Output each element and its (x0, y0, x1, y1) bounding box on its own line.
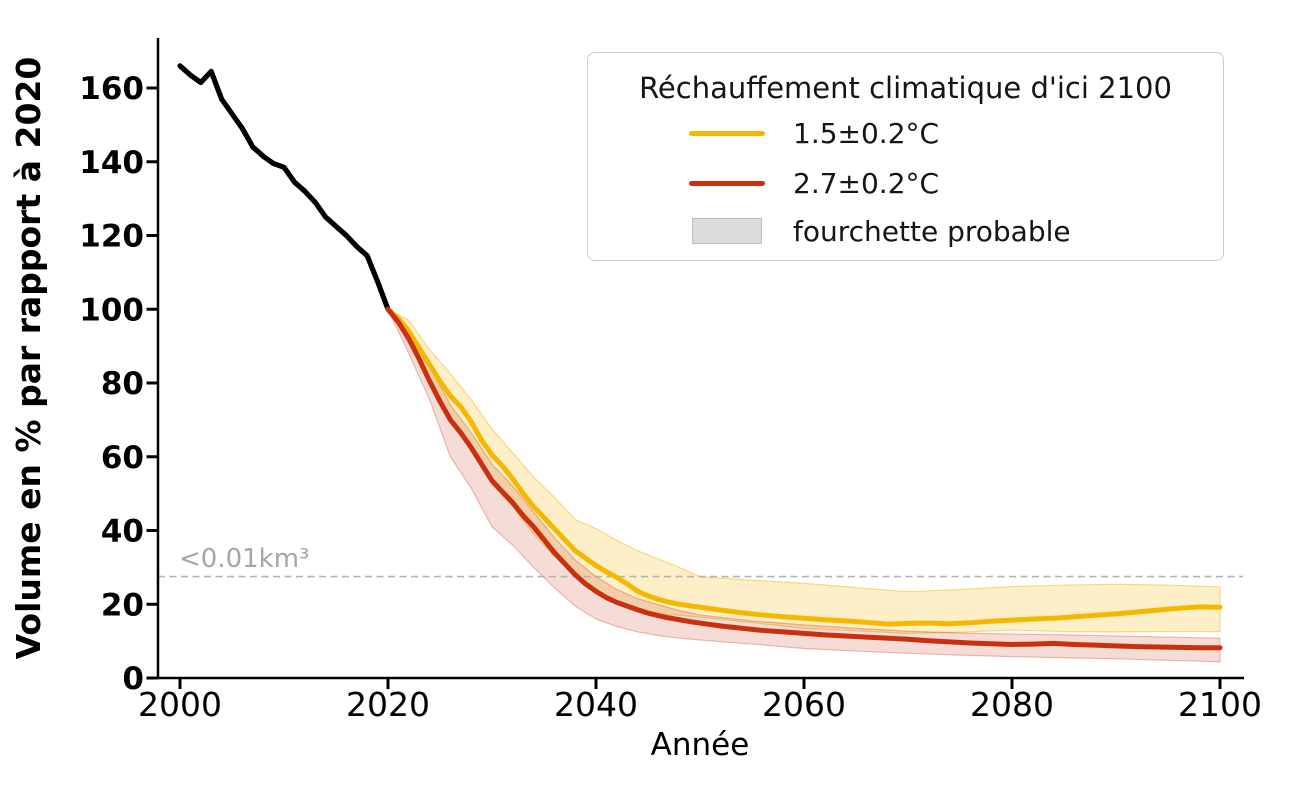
legend-swatch-wrap (689, 218, 765, 244)
y-axis-label: Volume en % par rapport à 2020 (9, 57, 48, 660)
x-tick-label: 2060 (762, 685, 846, 724)
y-tick-label: 140 (79, 145, 144, 181)
x-tick-label: 2000 (138, 685, 222, 724)
y-tick-label: 120 (79, 219, 144, 255)
y-tick-label: 40 (101, 514, 144, 550)
legend-item-label: 1.5±0.2°C (793, 116, 940, 150)
legend-swatch-wrap (689, 130, 765, 136)
legend-box: Réchauffement climatique d'ici 2100 1.5±… (587, 52, 1224, 261)
uncertainty-band (387, 308, 1221, 634)
y-tick-label: 0 (122, 661, 144, 697)
series-line-1.5±0.2°C (385, 306, 1223, 627)
x-tick-label: 2020 (346, 685, 430, 724)
tick-marks: 2000 2020 2040 2060 2080 21000204060801001201… (79, 71, 1262, 724)
series-lines (177, 63, 1223, 651)
legend-swatch-wrap (689, 180, 765, 186)
x-tick-label: 2100 (1178, 685, 1262, 724)
x-tick-label: 2040 (554, 685, 638, 724)
legend-line-swatch-2-7 (689, 180, 765, 186)
threshold-label: <0.01km³ (179, 544, 309, 574)
legend-item-label: fourchette probable (793, 214, 1071, 248)
series-line-historique (177, 63, 391, 312)
legend-patch-swatch (692, 218, 762, 244)
x-tick-label: 2080 (970, 685, 1054, 724)
y-tick-label: 60 (101, 440, 144, 476)
legend-title: Réchauffement climatique d'ici 2100 (639, 71, 1172, 105)
y-tick-label: 100 (79, 292, 144, 328)
x-axis-label: Année (651, 727, 750, 763)
y-tick-label: 80 (101, 366, 144, 402)
legend-item-likely-range: fourchette probable (689, 211, 1215, 251)
series-line-2.7±0.2°C (385, 306, 1223, 651)
legend-item-warming-1-5: 1.5±0.2°C (689, 113, 1215, 153)
y-tick-label: 160 (79, 71, 144, 107)
legend-line-swatch-1-5 (689, 130, 765, 136)
uncertainty-bands (387, 308, 1221, 663)
y-tick-label: 20 (101, 587, 144, 623)
legend-item-label: 2.7±0.2°C (793, 166, 940, 200)
legend-item-warming-2-7: 2.7±0.2°C (689, 163, 1215, 203)
axes: 2000 2020 2040 2060 2080 21000204060801001201… (9, 38, 1262, 763)
